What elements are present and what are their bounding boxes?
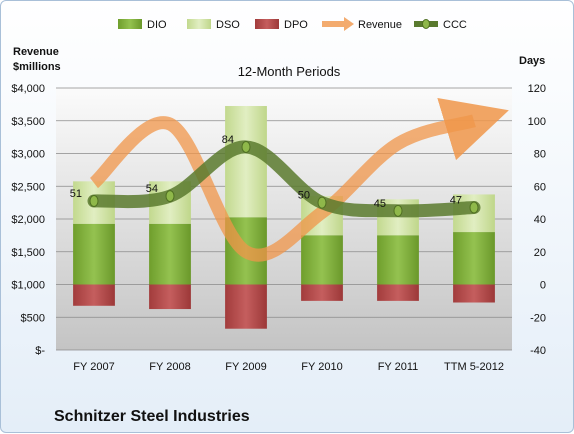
category-tick-label: FY 2009 — [225, 361, 266, 373]
left-tick-label: $1,000 — [11, 280, 45, 292]
left-tick-label: $2,000 — [11, 214, 45, 226]
legend-swatch-arrowhead — [344, 17, 354, 31]
category-tick-label: FY 2010 — [301, 361, 342, 373]
bar-dpo — [73, 284, 115, 306]
ccc-data-label: 54 — [146, 183, 158, 195]
right-tick-label: -20 — [530, 312, 546, 324]
right-axis-ticks: -40 -20 0 20 40 60 80 100 120 — [528, 83, 546, 357]
left-tick-label: $- — [35, 345, 45, 357]
legend-label: DSO — [216, 19, 240, 31]
left-axis-title-line2: $millions — [13, 61, 61, 73]
bar-dso — [225, 106, 267, 218]
ccc-data-label: 51 — [70, 188, 82, 200]
bar-dpo — [453, 284, 495, 303]
left-tick-label: $1,500 — [11, 247, 45, 259]
category-tick-label: TTM 5-2012 — [444, 361, 504, 373]
bar-dpo — [149, 284, 191, 310]
left-tick-label: $4,000 — [11, 83, 45, 95]
category-tick-label: FY 2011 — [378, 361, 419, 373]
legend-swatch — [118, 19, 142, 29]
right-tick-label: 120 — [528, 83, 546, 95]
right-tick-label: 100 — [528, 116, 546, 128]
ccc-data-label: 50 — [298, 190, 310, 202]
legend-swatch-marker — [422, 19, 430, 29]
bar-dio — [301, 235, 343, 285]
category-tick-label: FY 2007 — [73, 361, 114, 373]
company-name: Schnitzer Steel Industries — [54, 408, 250, 425]
legend-label: DIO — [147, 19, 167, 31]
left-tick-label: $500 — [21, 312, 45, 324]
bar-dio — [453, 232, 495, 285]
points: 51 54 84 50 45 47 — [70, 134, 479, 217]
bar-dpo — [301, 284, 343, 301]
gridlines — [56, 87, 512, 351]
ccc-data-label: 47 — [450, 195, 462, 207]
ccc-data-label: 45 — [374, 198, 386, 210]
bar-dio — [73, 223, 115, 285]
left-tick-label: $2,500 — [11, 181, 45, 193]
ccc-point — [393, 204, 403, 217]
right-tick-label: 20 — [534, 247, 546, 259]
category-tick-label: FY 2008 — [149, 361, 190, 373]
right-tick-label: 60 — [534, 181, 546, 193]
revenue-line — [89, 97, 509, 262]
ccc-point — [241, 140, 251, 153]
legend-swatch — [255, 19, 279, 29]
bar-dio — [149, 223, 191, 285]
right-tick-label: 40 — [534, 214, 546, 226]
ccc-point — [89, 194, 99, 207]
legend-label: CCC — [443, 19, 467, 31]
right-tick-label: 80 — [534, 149, 546, 161]
right-axis-title: Days — [519, 55, 545, 67]
bar-dpo — [225, 284, 267, 329]
left-tick-label: $3,000 — [11, 149, 45, 161]
bar-dio — [377, 235, 419, 285]
left-axis-ticks: $- $500 $1,000 $1,500 $2,000 $2,500 $3,000 $3,5… — [11, 83, 45, 357]
legend-label: DPO — [284, 19, 308, 31]
left-tick-label: $3,500 — [11, 116, 45, 128]
legend: DIO DSO DPO Revenue CCC — [118, 17, 467, 31]
legend-swatch — [187, 19, 211, 29]
ccc-point — [317, 196, 327, 209]
right-tick-label: 0 — [540, 280, 546, 292]
left-axis-title-line1: Revenue — [13, 46, 59, 58]
category-ticks: FY 2007 FY 2008 FY 2009 FY 2010 FY 2011 TTM 5… — [73, 361, 504, 373]
legend-label: Revenue — [358, 19, 402, 31]
right-tick-label: -40 — [530, 345, 546, 357]
bar-dpo — [377, 284, 419, 301]
chart-title: 12-Month Periods — [238, 64, 341, 79]
ccc-point — [469, 201, 479, 214]
ccc-point — [165, 190, 175, 203]
ccc-data-label: 84 — [222, 134, 234, 146]
